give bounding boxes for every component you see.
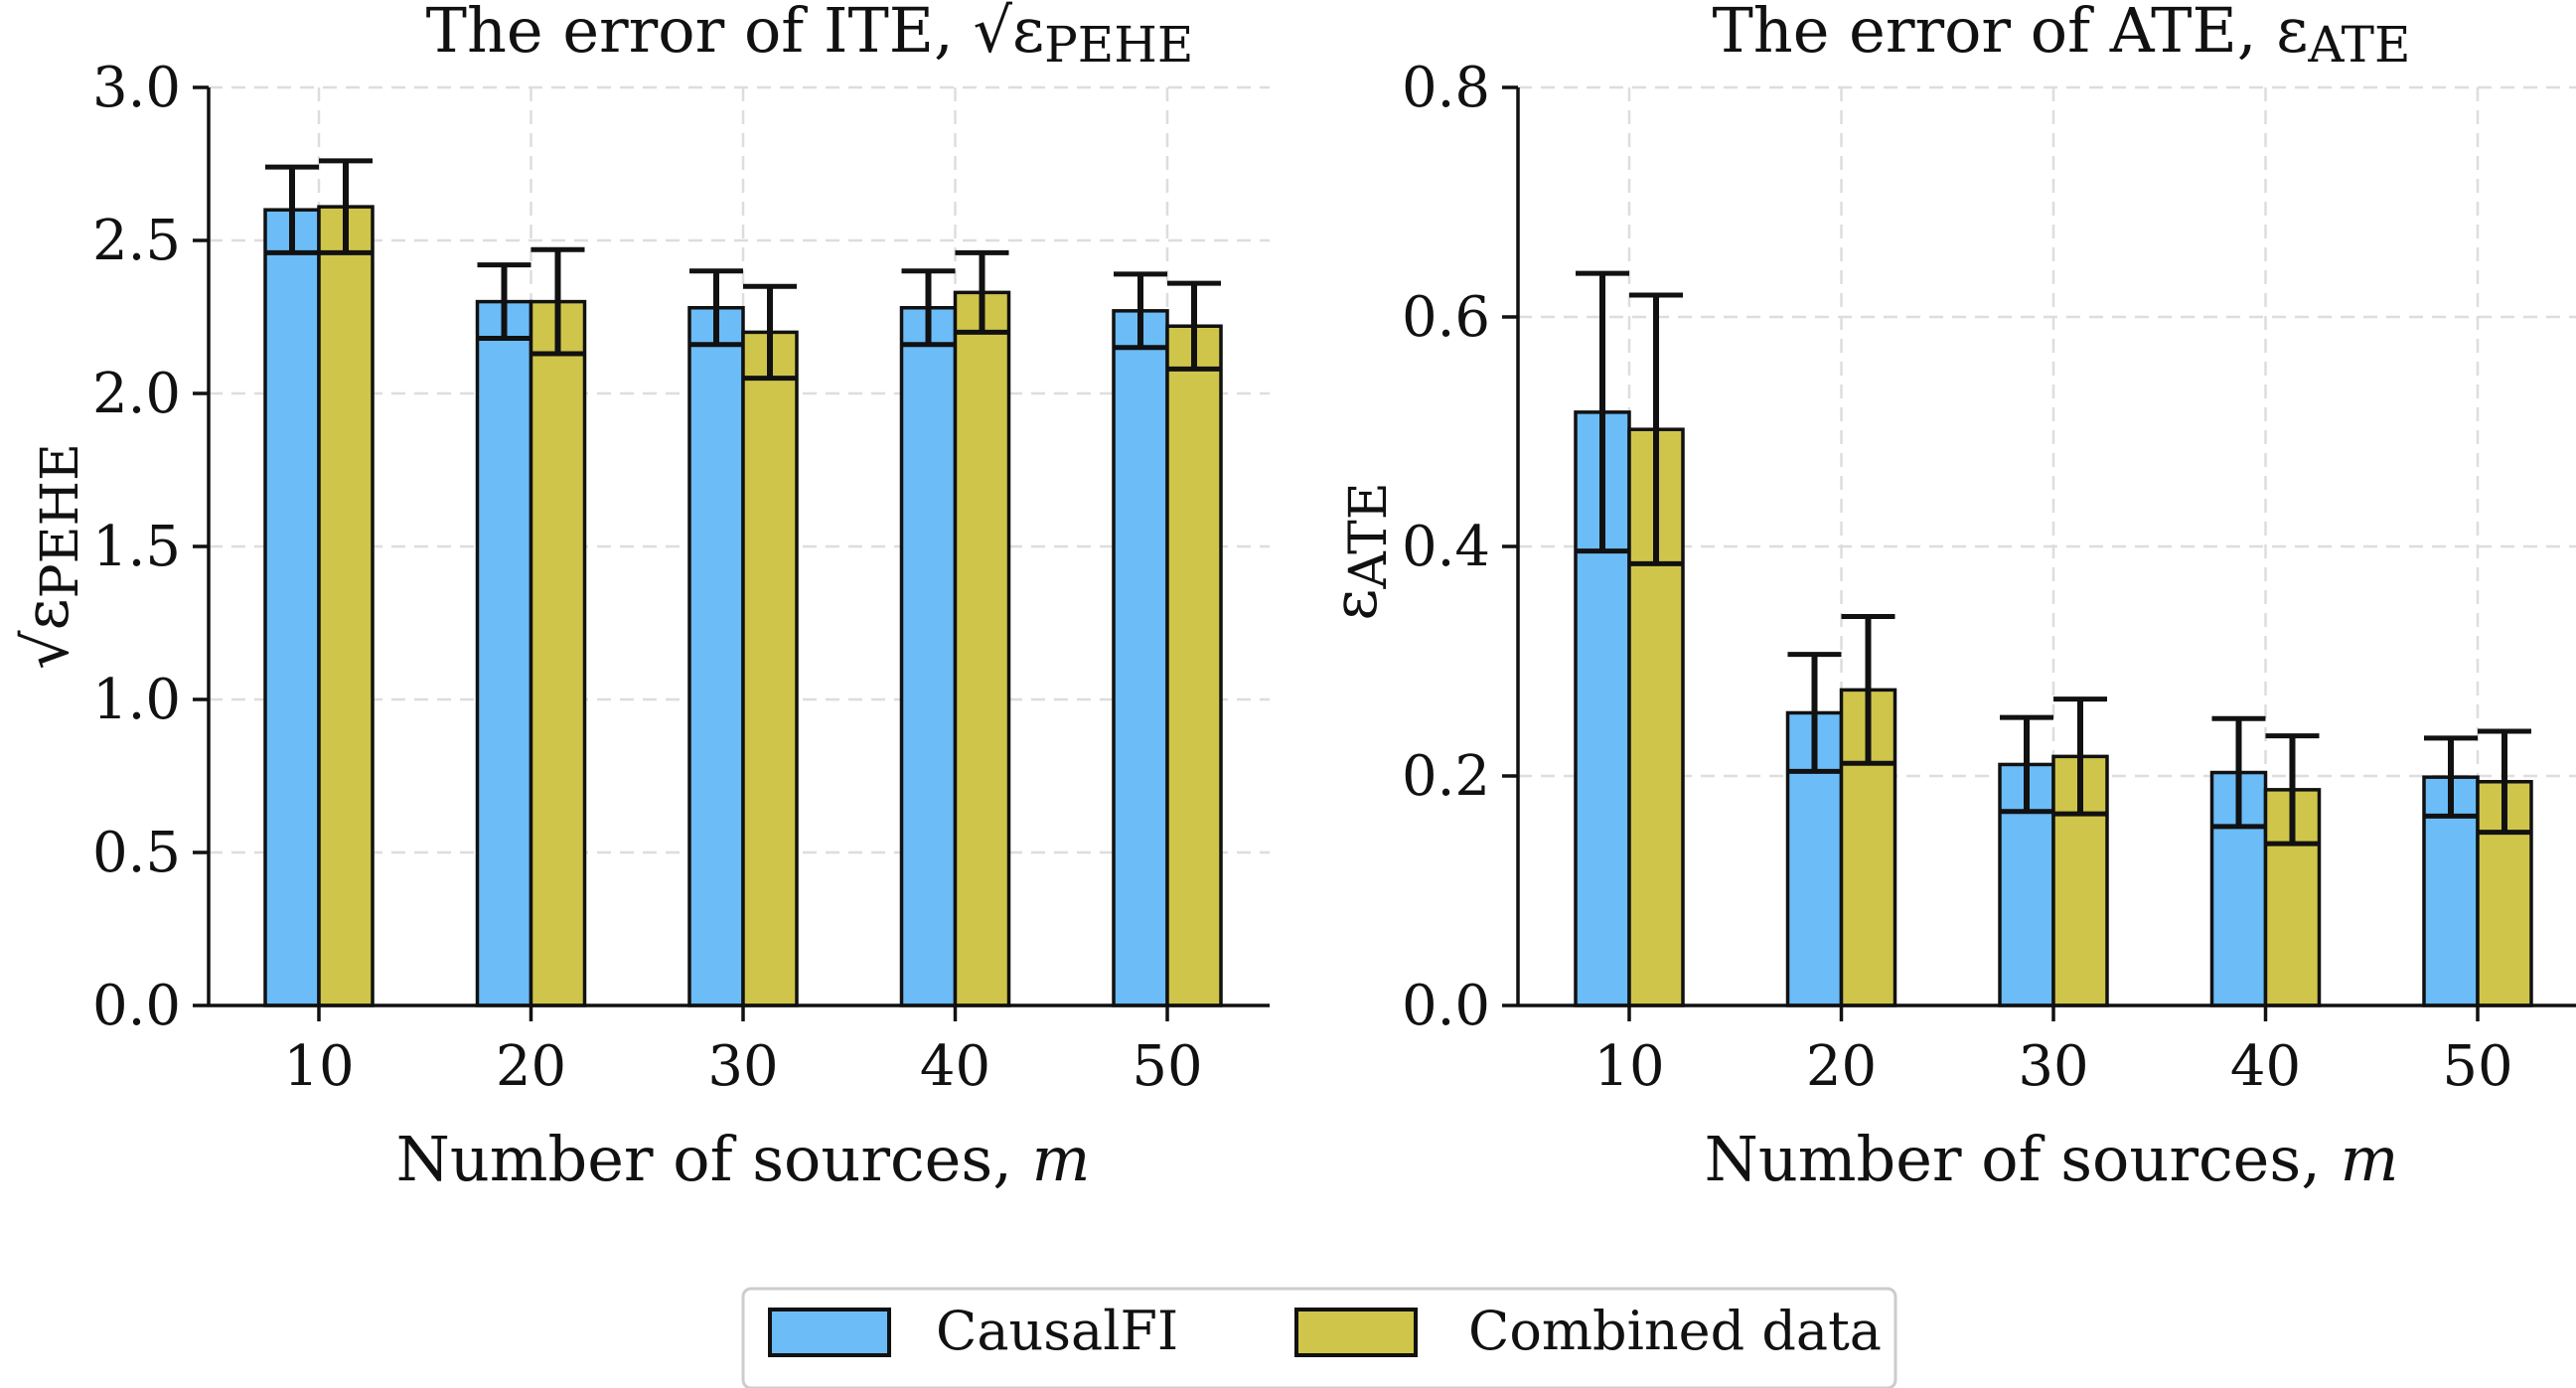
ite-bar-causalfi [475,299,533,1007]
ate-errorbars [1576,270,2531,847]
ite-y-axis-label: √εPEHE [10,443,90,670]
ite-xtick-label: 30 [707,1034,778,1099]
ite-bar-combined-data [953,290,1011,1007]
ite-bar-combined-data [741,330,799,1007]
ate-xtick-label: 10 [1593,1034,1664,1099]
ate-x-axis-label: Number of sources, m [1705,1123,2399,1195]
ite-bar-causalfi [263,208,321,1007]
ite-xticks: 10 20 30 40 50 [283,1005,1203,1099]
ate-ytick-label: 0.2 [1402,744,1490,809]
ate-chart-panel: The error of ATE, εATE 0.0 0.2 0.4 0.6 0.8 1… [1318,0,2576,1195]
ite-ytick-label: 2.0 [92,362,181,426]
ite-xtick-label: 40 [920,1034,990,1099]
ite-bar-causalfi [687,306,745,1007]
ate-chart-title: The error of ATE, εATE [1712,0,2410,74]
ite-bar-combined-data [1165,324,1223,1007]
ite-chart-panel: The error of ITE, √εPEHE 0.0 0.5 1.0 1.5 2.0… [10,0,1270,1195]
legend-swatch-combined [1294,1308,1418,1357]
ate-xtick-label: 30 [2018,1034,2088,1099]
ite-ytick-label: 0.0 [92,974,181,1038]
legend-label-combined: Combined data [1468,1300,1882,1362]
ite-ytick-label: 2.5 [92,209,181,273]
ite-bar-causalfi [1112,309,1169,1007]
legend: CausalFI Combined data [741,1287,1897,1388]
ite-ytick-label: 1.5 [92,515,181,579]
legend-label-causalfi: CausalFI [936,1300,1178,1362]
ite-ytick-label: 0.5 [92,821,181,885]
ite-errorbars [265,158,1221,382]
ite-ytick-label: 3.0 [92,56,181,120]
ite-xtick-label: 50 [1132,1034,1202,1099]
ite-xtick-label: 10 [283,1034,354,1099]
ate-y-axis-label: εATE [1318,482,1399,620]
ate-ytick-label: 0.6 [1402,285,1490,350]
ate-xtick-label: 50 [2442,1034,2512,1099]
ite-bars [263,205,1223,1007]
ite-bar-combined-data [317,205,375,1007]
ite-xtick-label: 20 [496,1034,566,1099]
ate-yticks: 0.0 0.2 0.4 0.6 0.8 [1402,56,1518,1038]
ite-bar-causalfi [899,306,958,1007]
ite-bar-combined-data [529,299,587,1007]
ate-ytick-label: 0.4 [1402,515,1490,579]
ate-xticks: 10 20 30 40 50 [1593,1005,2513,1099]
ite-ytick-label: 1.0 [92,668,181,732]
ate-xtick-label: 20 [1806,1034,1877,1099]
ate-ytick-label: 0.8 [1402,56,1490,120]
ate-bars [1574,410,2533,1007]
ite-chart-title: The error of ITE, √εPEHE [426,0,1194,74]
ite-x-axis-label: Number of sources, m [396,1123,1091,1195]
legend-swatch-causalfi [768,1308,891,1357]
ate-ytick-label: 0.0 [1402,974,1490,1038]
ate-xtick-label: 40 [2230,1034,2301,1099]
ite-yticks: 0.0 0.5 1.0 1.5 2.0 2.5 3.0 [92,56,209,1038]
